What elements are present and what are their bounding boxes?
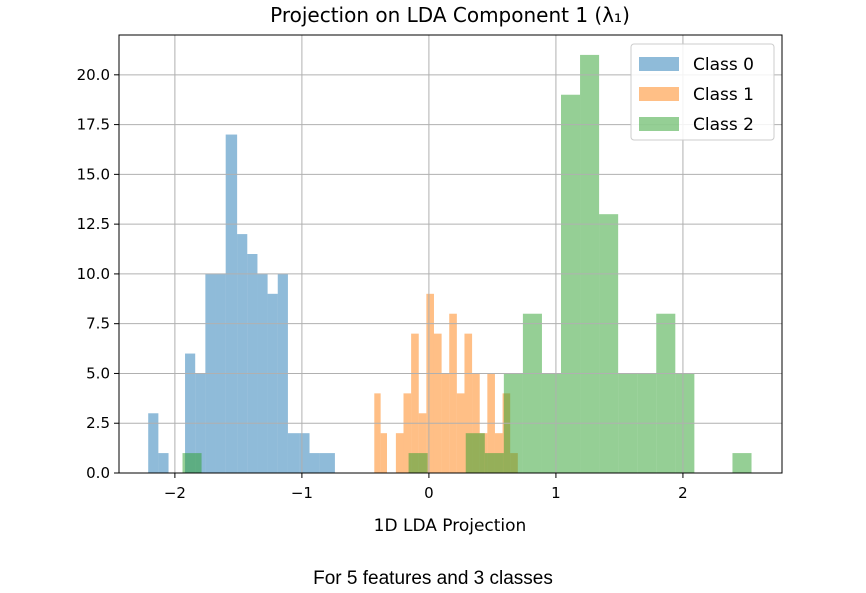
bar-class0-1 [158, 453, 169, 473]
x-axis-label: 1D LDA Projection [374, 516, 527, 536]
y-tick-label-4: 10.0 [77, 265, 110, 283]
bar-class1-11 [464, 333, 473, 473]
y-tick-label-8: 20.0 [77, 66, 110, 84]
x-tick-label-3: 1 [551, 484, 561, 502]
y-tick-label-6: 15.0 [77, 165, 110, 183]
histogram-chart: −2 −1 0 1 20.02.55.07.510.012.515.017.520.0 … [77, 3, 783, 536]
bar-class1-10 [456, 393, 465, 473]
legend-label-1: Class 1 [693, 85, 754, 105]
bar-class2-2 [465, 433, 485, 473]
x-tick-label-2: 0 [424, 484, 434, 502]
y-tick-label-3: 7.5 [86, 315, 110, 333]
x-tick-label-0: −2 [164, 484, 186, 502]
legend-swatch-0 [639, 57, 679, 71]
bar-class0-7 [237, 234, 248, 473]
y-tick-label-1: 2.5 [86, 414, 110, 432]
y-tick-label-5: 12.5 [77, 215, 110, 233]
bar-class0-8 [247, 254, 258, 473]
x-tick-label-4: 2 [678, 484, 688, 502]
figure-caption: For 5 features and 3 classes [313, 568, 553, 589]
y-tick-label-7: 17.5 [77, 116, 110, 134]
legend-label-2: Class 2 [693, 115, 754, 135]
bar-class0-15 [319, 453, 335, 473]
x-tick-label-1: −1 [291, 484, 313, 502]
legend-swatch-2 [639, 117, 679, 131]
bar-class1-0 [374, 393, 381, 473]
ticks-layer: −2 −1 0 1 20.02.55.07.510.012.515.017.520.0 [77, 66, 688, 502]
y-tick-label-2: 5.0 [86, 364, 110, 382]
chart-title: Projection on LDA Component 1 (λ₁) [270, 3, 630, 27]
bar-class1-7 [433, 333, 442, 473]
bar-class2-3 [484, 453, 504, 473]
legend-label-0: Class 0 [693, 55, 754, 75]
bar-class2-0 [182, 453, 202, 473]
bar-class0-12 [287, 433, 300, 473]
bar-class2-7 [561, 94, 581, 474]
bar-class2-9 [599, 214, 619, 473]
bar-class2-5 [522, 313, 542, 473]
bar-class2-8 [580, 54, 600, 474]
legend: Class 0 Class 1 Class 2 [630, 43, 775, 141]
bar-class1-4 [411, 333, 419, 473]
bar-class1-2 [395, 433, 404, 473]
bar-class2-12 [656, 313, 676, 473]
bar-class2-1 [408, 453, 428, 473]
bar-class1-6 [426, 293, 434, 473]
bar-class1-1 [380, 433, 387, 473]
y-tick-label-0: 0.0 [86, 464, 110, 482]
bar-class0-2 [185, 353, 196, 473]
bar-class0-10 [267, 293, 278, 473]
bar-class1-3 [403, 393, 412, 473]
bar-class0-14 [309, 453, 320, 473]
bar-class0-0 [148, 413, 159, 473]
bar-class0-13 [299, 433, 310, 473]
bar-class1-9 [449, 313, 457, 473]
bar-class2-14 [732, 453, 752, 473]
plot-frame [118, 34, 783, 474]
bar-class0-6 [225, 134, 238, 473]
legend-swatch-1 [639, 87, 679, 101]
bar-class1-5 [418, 413, 427, 473]
